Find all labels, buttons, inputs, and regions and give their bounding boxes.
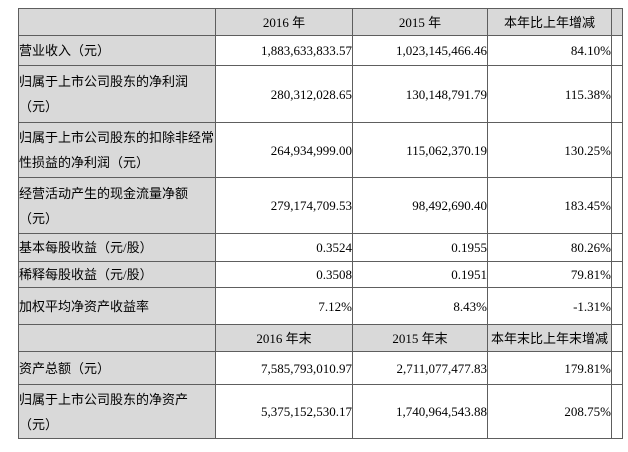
row-label-net-profit: 归属于上市公司股东的净利润（元） xyxy=(18,65,216,123)
cutoff-strip-cell xyxy=(611,351,623,385)
table-row: 基本每股收益（元/股） 0.3524 0.1955 80.26% xyxy=(18,233,623,262)
value-change: -1.31% xyxy=(487,287,612,325)
table-row: 归属于上市公司股东的净资产（元） 5,375,152,530.17 1,740,… xyxy=(18,384,623,439)
row-label-net-assets: 归属于上市公司股东的净资产（元） xyxy=(18,384,216,439)
value-2016: 5,375,152,530.17 xyxy=(215,384,353,439)
row-label-basic-eps: 基本每股收益（元/股） xyxy=(18,233,216,262)
cutoff-strip-cell xyxy=(611,122,623,178)
row-label-net-profit-excl-nonrecurring: 归属于上市公司股东的扣除非经常性损益的净利润（元） xyxy=(18,122,216,178)
value-2015: 1,023,145,466.46 xyxy=(352,35,488,66)
table-row: 归属于上市公司股东的净利润（元） 280,312,028.65 130,148,… xyxy=(18,65,623,123)
financial-summary-table: 2016 年 2015 年 本年比上年增减 营业收入（元） 1,883,633,… xyxy=(18,8,623,439)
header-yoy-change: 本年比上年增减 xyxy=(487,8,612,36)
cutoff-strip-cell xyxy=(611,8,623,36)
value-change: 115.38% xyxy=(487,65,612,123)
value-2016: 0.3524 xyxy=(215,233,353,262)
value-change: 208.75% xyxy=(487,384,612,439)
table-header-row-current-year: 2016 年 2015 年 本年比上年增减 xyxy=(18,8,623,36)
header-year-end-change: 本年末比上年末增减 xyxy=(487,324,612,352)
table-row: 资产总额（元） 7,585,793,010.97 2,711,077,477.8… xyxy=(18,351,623,385)
value-2016: 0.3508 xyxy=(215,261,353,288)
table-header-row-year-end: 2016 年末 2015 年末 本年末比上年末增减 xyxy=(18,324,623,352)
value-2016: 1,883,633,833.57 xyxy=(215,35,353,66)
value-2015: 0.1951 xyxy=(352,261,488,288)
cutoff-strip-cell xyxy=(611,384,623,439)
value-change: 84.10% xyxy=(487,35,612,66)
table-row: 营业收入（元） 1,883,633,833.57 1,023,145,466.4… xyxy=(18,35,623,66)
header-empty-cell xyxy=(18,8,216,36)
value-2015: 0.1955 xyxy=(352,233,488,262)
value-2015: 1,740,964,543.88 xyxy=(352,384,488,439)
value-2016: 7.12% xyxy=(215,287,353,325)
table-row: 稀释每股收益（元/股） 0.3508 0.1951 79.81% xyxy=(18,261,623,288)
header-2016-year-end: 2016 年末 xyxy=(215,324,353,352)
cutoff-strip-cell xyxy=(611,65,623,123)
value-change: 183.45% xyxy=(487,177,612,234)
cutoff-strip-cell xyxy=(611,261,623,288)
header-2015: 2015 年 xyxy=(352,8,488,36)
value-2015: 130,148,791.79 xyxy=(352,65,488,123)
cutoff-strip-cell xyxy=(611,287,623,325)
table-row: 加权平均净资产收益率 7.12% 8.43% -1.31% xyxy=(18,287,623,325)
row-label-total-assets: 资产总额（元） xyxy=(18,351,216,385)
row-label-operating-revenue: 营业收入（元） xyxy=(18,35,216,66)
value-change: 130.25% xyxy=(487,122,612,178)
value-2015: 98,492,690.40 xyxy=(352,177,488,234)
value-2015: 115,062,370.19 xyxy=(352,122,488,178)
value-change: 80.26% xyxy=(487,233,612,262)
value-2016: 280,312,028.65 xyxy=(215,65,353,123)
cutoff-strip-cell xyxy=(611,177,623,234)
row-label-operating-cash-flow: 经营活动产生的现金流量净额（元） xyxy=(18,177,216,234)
header-2016: 2016 年 xyxy=(215,8,353,36)
value-2016: 279,174,709.53 xyxy=(215,177,353,234)
table-row: 归属于上市公司股东的扣除非经常性损益的净利润（元） 264,934,999.00… xyxy=(18,122,623,178)
cutoff-strip-cell xyxy=(611,324,623,352)
value-change: 179.81% xyxy=(487,351,612,385)
value-2016: 264,934,999.00 xyxy=(215,122,353,178)
value-change: 79.81% xyxy=(487,261,612,288)
row-label-weighted-avg-roe: 加权平均净资产收益率 xyxy=(18,287,216,325)
value-2015: 8.43% xyxy=(352,287,488,325)
table-row: 经营活动产生的现金流量净额（元） 279,174,709.53 98,492,6… xyxy=(18,177,623,234)
row-label-diluted-eps: 稀释每股收益（元/股） xyxy=(18,261,216,288)
header-empty-cell xyxy=(18,324,216,352)
header-2015-year-end: 2015 年末 xyxy=(352,324,488,352)
cutoff-strip-cell xyxy=(611,35,623,66)
value-2016: 7,585,793,010.97 xyxy=(215,351,353,385)
cutoff-strip-cell xyxy=(611,233,623,262)
value-2015: 2,711,077,477.83 xyxy=(352,351,488,385)
